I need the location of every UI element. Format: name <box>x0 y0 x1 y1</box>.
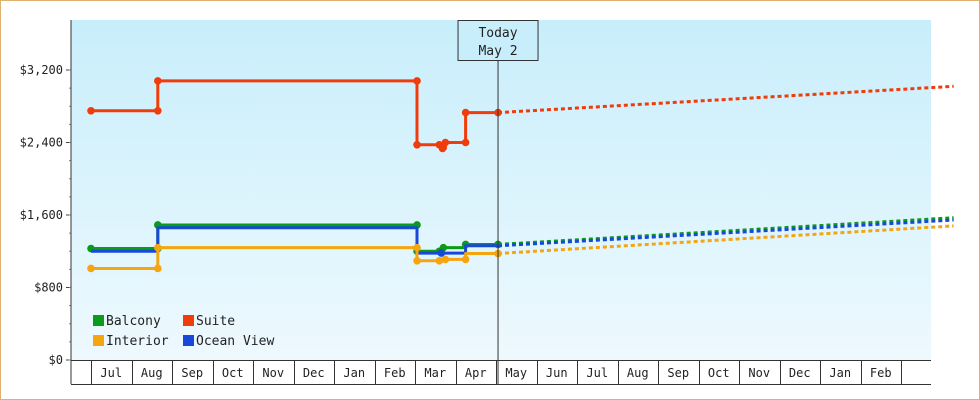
today-label: Today <box>478 26 517 41</box>
legend-swatch-balcony <box>93 315 104 326</box>
data-point-interior <box>154 243 162 252</box>
y-tick-label: $2,400 <box>20 136 63 150</box>
y-tick-label: $0 <box>49 353 63 367</box>
data-point-suite <box>413 77 421 85</box>
legend-item-balcony: Balcony <box>93 314 161 329</box>
y-tick-label: $800 <box>34 281 63 295</box>
forecast-line-oceanview <box>497 218 954 248</box>
legend-item-suite: Suite <box>183 314 235 329</box>
data-point-interior <box>461 255 470 264</box>
data-point-suite <box>413 140 421 149</box>
data-point-suite <box>461 138 470 147</box>
forecast-line-interior <box>497 224 954 256</box>
legend-item-interior: Interior <box>93 334 169 349</box>
month-label: Jul <box>100 366 122 380</box>
y-tick-label: $1,600 <box>20 208 63 222</box>
month-label: Oct <box>708 366 730 380</box>
y-tick-label: $3,200 <box>20 63 63 77</box>
today-box <box>457 20 539 61</box>
legend-item-oceanview: Ocean View <box>183 334 274 349</box>
plot-background <box>71 20 931 360</box>
series-interior <box>87 224 954 273</box>
month-label: Sep <box>667 366 689 380</box>
data-point-suite <box>461 108 470 117</box>
series-suite <box>87 77 954 153</box>
month-label: Feb <box>384 366 406 380</box>
data-point-suite <box>87 106 95 115</box>
month-label: May <box>505 366 527 380</box>
data-point-suite <box>441 138 450 147</box>
data-point-suite <box>154 106 162 115</box>
forecast-line-suite <box>497 84 954 115</box>
data-point-interior <box>154 264 162 273</box>
data-point-interior <box>441 255 450 264</box>
legend-swatch-oceanview <box>183 335 194 346</box>
data-point-suite <box>154 77 162 85</box>
month-label: Jul <box>586 366 608 380</box>
month-label: Feb <box>870 366 892 380</box>
data-point-interior <box>413 256 421 265</box>
month-label: Sep <box>181 366 203 380</box>
legend-label-interior: Interior <box>106 334 169 349</box>
legend-label-balcony: Balcony <box>106 314 161 329</box>
month-label: Nov <box>748 366 770 380</box>
legend-label-oceanview: Ocean View <box>196 334 274 349</box>
legend-swatch-suite <box>183 315 194 326</box>
month-label: Dec <box>789 366 811 380</box>
month-label: Oct <box>222 366 244 380</box>
data-point-interior <box>435 256 444 265</box>
legend-swatch-interior <box>93 335 104 346</box>
data-point-suite <box>438 144 447 153</box>
month-label: Apr <box>465 366 487 380</box>
month-label: Nov <box>262 366 284 380</box>
today-date: May 2 <box>478 44 517 59</box>
month-label: Aug <box>141 366 163 380</box>
month-label: Dec <box>303 366 325 380</box>
month-label: Jan <box>343 366 365 380</box>
data-point-interior <box>413 243 421 252</box>
data-point-interior <box>87 264 95 273</box>
forecast-line-balcony <box>497 216 954 246</box>
legend-label-suite: Suite <box>196 314 235 329</box>
month-label: Jun <box>546 366 568 380</box>
month-label: Aug <box>627 366 649 380</box>
month-label: Jan <box>829 366 851 380</box>
month-label: Mar <box>424 366 446 380</box>
data-point-oceanview <box>437 249 446 257</box>
